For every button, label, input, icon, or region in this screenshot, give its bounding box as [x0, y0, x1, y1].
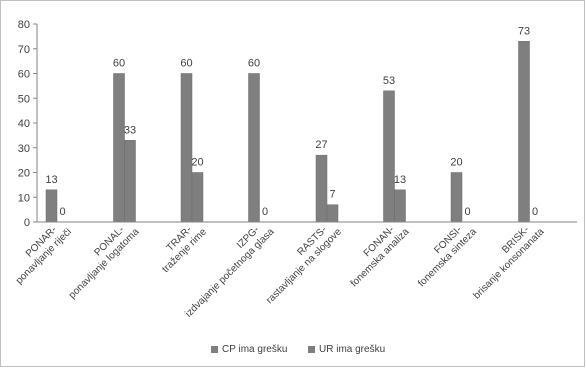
x-category-label: PONAR-ponavljanje riječi [14, 224, 74, 286]
bar-cp [450, 172, 463, 223]
x-category-label-line: ponavljanje logatoma [67, 226, 142, 301]
data-label: 60 [113, 58, 125, 70]
legend-label: UR ima grešku [319, 344, 385, 355]
data-label: 13 [394, 174, 406, 186]
data-label: 33 [124, 124, 136, 136]
bar-cp [113, 73, 125, 223]
data-label: 0 [532, 206, 538, 218]
data-label: 13 [45, 174, 57, 186]
x-category-label-line: brisanje konsonanata [471, 226, 546, 301]
y-tick-label: 80 [18, 19, 30, 31]
data-label: 20 [191, 157, 203, 169]
y-tick-label: 0 [24, 217, 30, 229]
x-category-label: TRAR-traženje rime [160, 224, 209, 275]
data-label: 0 [59, 206, 65, 218]
y-tick-label: 40 [18, 118, 30, 130]
bar-cp [180, 73, 193, 223]
data-label: 27 [315, 139, 327, 151]
data-label: 20 [450, 157, 462, 169]
y-axis: 0 10 20 30 40 50 60 70 80 [18, 19, 38, 229]
bar-cp [518, 41, 530, 223]
legend-swatch [211, 346, 218, 353]
x-axis: PONAR-ponavljanje riječi PONAL-ponavljanj… [14, 221, 577, 320]
bars [45, 41, 530, 223]
legend: CP ima grešku UR ima grešku [211, 344, 385, 355]
legend-label: CP ima grešku [222, 344, 287, 355]
x-category-label: PONAL-ponavljanje logatoma [67, 224, 142, 301]
data-label: 7 [329, 189, 335, 201]
bar-cp [45, 189, 58, 223]
data-labels: 13 0 60 33 60 20 60 0 27 7 53 13 20 0 73 0 [45, 25, 538, 218]
bar-cp [248, 73, 260, 223]
data-label: 60 [248, 58, 260, 70]
legend-swatch [308, 346, 315, 353]
data-label: 60 [180, 58, 192, 70]
y-tick-label: 50 [18, 93, 30, 105]
y-tick-label: 20 [18, 168, 30, 180]
bar-ur [124, 140, 136, 223]
bar-cp [383, 90, 395, 223]
x-category-label-line: rastavljanje na slogove [264, 226, 344, 306]
x-category-label: BRISK-brisanje konsonanata [471, 224, 546, 301]
x-category-label: FONSI-fonemska sinteza [416, 224, 479, 289]
bar-ur [326, 204, 339, 223]
y-tick-label: 30 [18, 143, 30, 155]
data-label: 0 [262, 206, 268, 218]
data-label: 73 [518, 25, 530, 37]
y-tick-label: 10 [18, 192, 30, 204]
bar-ur [394, 189, 406, 223]
x-category-label: FONAN-fonemska analiza [349, 224, 412, 289]
bar-cp [315, 154, 328, 223]
bar-ur [191, 172, 204, 223]
data-label: 0 [464, 206, 470, 218]
y-tick-label: 70 [18, 44, 30, 56]
y-tick-label: 60 [18, 69, 30, 81]
data-label: 53 [383, 75, 395, 87]
